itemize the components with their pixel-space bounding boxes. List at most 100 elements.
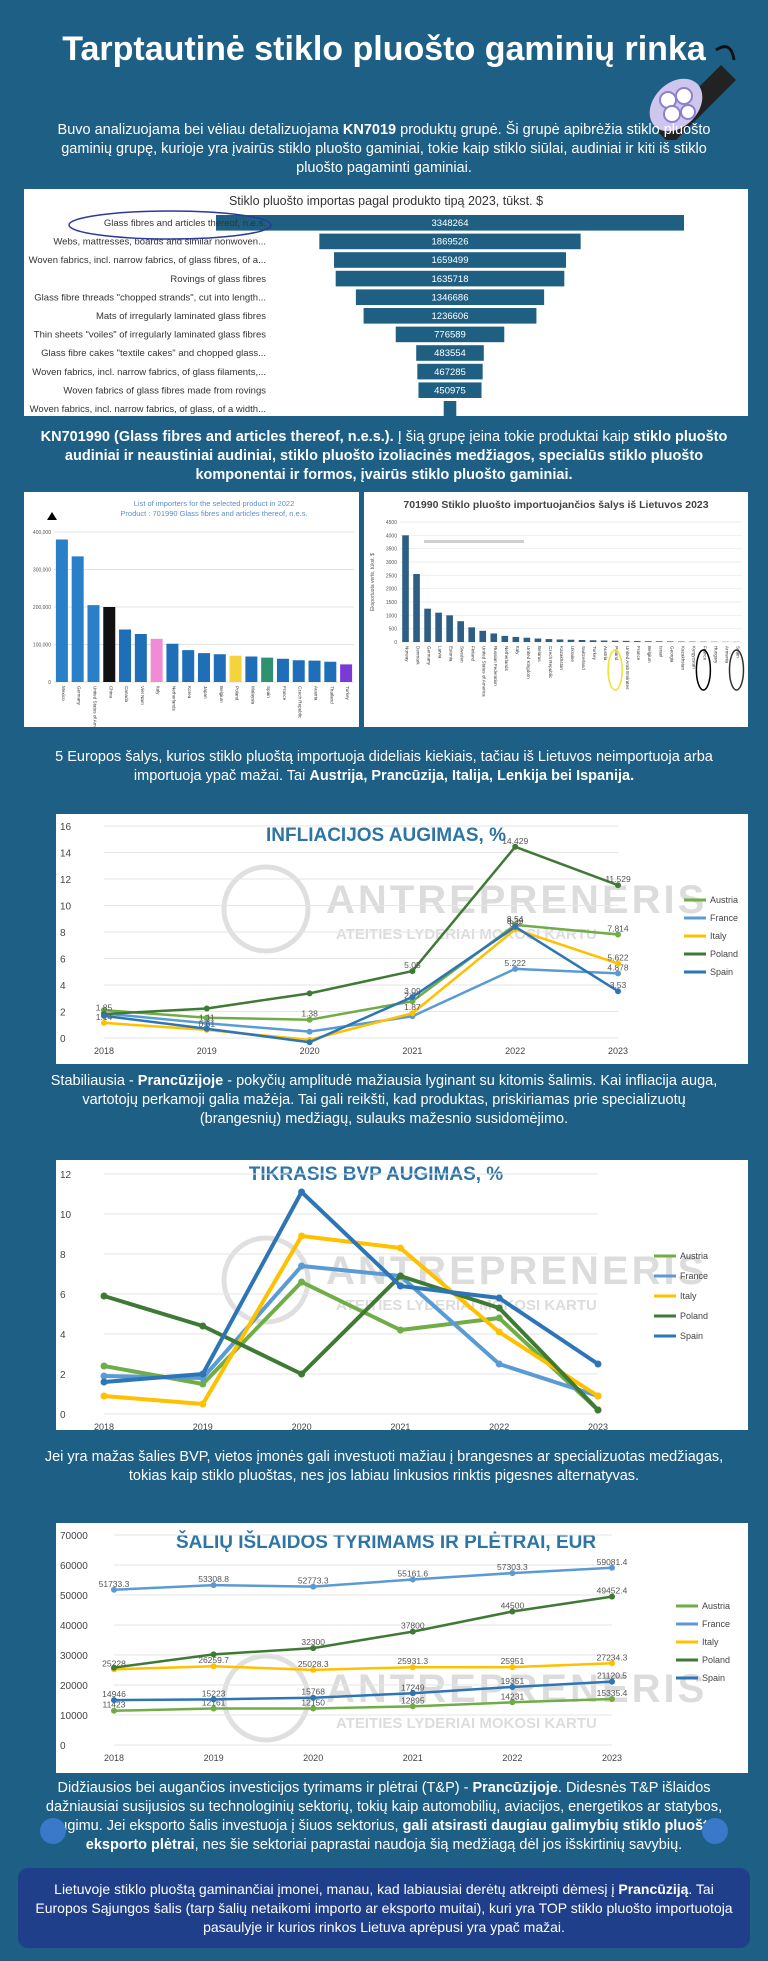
funnel-value-label: 1346686 <box>432 292 469 303</box>
eu-countries-bold: Austrija, Prancūzija, Italija, Lenkija b… <box>309 768 635 784</box>
data-point <box>615 988 621 995</box>
data-point <box>111 1707 117 1714</box>
funnel-category-label: Woven fabrics, incl. narrow fabrics, of … <box>32 367 266 378</box>
data-label: 19351 <box>501 1676 525 1686</box>
data-label: 3.53 <box>610 980 627 990</box>
intro-text-2: produktų grupė. Ši grupė apibrėžia stikl… <box>61 122 711 176</box>
y-tick-label: 0 <box>60 1034 66 1045</box>
y-tick-label: 3500 <box>386 547 397 553</box>
y-tick-label: 16 <box>60 822 72 833</box>
importer-bar <box>245 656 258 682</box>
x-tick-label: Czech Republic <box>298 686 303 719</box>
kn-bold-products: stiklo pluošto audiniai ir neaustiniai a… <box>64 429 728 483</box>
x-tick-label: Germany <box>77 686 82 706</box>
lt-export-bar <box>457 621 464 642</box>
data-label: 11423 <box>102 1700 125 1710</box>
funnel-bar <box>418 382 482 398</box>
x-tick-label: Belgium <box>219 686 224 703</box>
x-tick-label: France <box>702 646 707 661</box>
x-tick-label: 2021 <box>402 1046 422 1056</box>
series-line-austria <box>103 923 619 1021</box>
watermark-text: ANTREPRENERIS <box>326 878 707 922</box>
highlight-circle <box>68 210 272 240</box>
data-label: 15335.4 <box>597 1688 628 1698</box>
importer-bar <box>261 657 274 682</box>
x-tick-label: Italy <box>156 686 161 695</box>
x-tick-label: Estonia <box>449 646 454 662</box>
data-label: 12895 <box>401 1695 425 1705</box>
data-point <box>203 1014 210 1021</box>
legend-label: Poland <box>702 1655 730 1665</box>
highlight-ellipse <box>607 649 623 691</box>
data-label: 14946 <box>102 1689 126 1699</box>
data-label: 1.38 <box>301 1009 318 1019</box>
importer-bar <box>292 660 305 682</box>
y-tick-label: 100,000 <box>33 643 51 649</box>
y-tick-label: 14 <box>60 849 72 860</box>
gdp-chart: TIKRASIS BVP AUGIMAS, %ANTREPRENERISATEI… <box>60 1164 708 1432</box>
lt-export-bar <box>490 633 498 642</box>
y-tick-label: 0 <box>60 1741 66 1752</box>
x-tick-label: France <box>282 686 287 701</box>
data-point <box>203 1005 210 1012</box>
funnel-bar <box>216 215 684 231</box>
funnel-bar <box>334 252 566 268</box>
data-label: 1.11 <box>199 1012 215 1022</box>
lt-export-bar <box>644 641 652 642</box>
line-chart-title: ŠALIŲ IŠLAIDOS TYRIMAMS IR PLĖTRAI, EUR <box>176 1531 596 1553</box>
importer-bar <box>198 653 210 682</box>
lt-export-bar <box>633 641 641 642</box>
data-label: 14231 <box>501 1691 525 1701</box>
data-label: 21120.5 <box>597 1671 627 1681</box>
lt-export-bar <box>501 635 509 642</box>
data-point <box>409 998 416 1005</box>
importer-bar <box>182 650 195 682</box>
funnel-bar <box>335 270 565 287</box>
importer-bar <box>308 660 321 682</box>
y-tick-label: 4500 <box>386 520 397 526</box>
lt-export-bar <box>655 641 663 642</box>
series-line-france <box>113 1566 613 1592</box>
data-point <box>409 968 416 975</box>
watermark-bulb-icon <box>221 864 311 954</box>
funnel-category-label: Woven fabrics of glass fibres made from … <box>63 385 266 396</box>
data-label: 0.61 <box>199 1019 216 1029</box>
legend-bar <box>424 540 524 543</box>
data-label: 1.87 <box>404 1002 421 1012</box>
bubble-right-icon <box>702 1818 728 1844</box>
data-point <box>396 1244 404 1252</box>
data-point <box>210 1651 217 1658</box>
world-chart-subtitle: Product : 701990 Glass fibres and articl… <box>120 509 307 518</box>
data-label: 26259.7 <box>198 1655 229 1665</box>
inflation-text-1: Stabiliausia - <box>50 1073 134 1089</box>
data-point <box>310 1645 317 1652</box>
data-point <box>306 990 313 997</box>
funnel-bar <box>395 326 505 343</box>
data-point <box>509 1699 516 1706</box>
y-tick-label: 20000 <box>60 1681 88 1692</box>
data-label: 15223 <box>202 1688 226 1698</box>
data-point <box>409 1010 416 1017</box>
data-point <box>609 1695 615 1702</box>
legend-label: France <box>710 913 738 923</box>
data-point <box>609 1678 615 1685</box>
data-point <box>298 1232 306 1240</box>
data-label: 12161 <box>202 1698 226 1708</box>
data-point <box>615 882 621 889</box>
y-tick-label: 4000 <box>386 533 397 539</box>
data-point <box>509 1570 516 1577</box>
inflation-chart: INFLIACIJOS AUGIMAS, % ANTREPRENERIS ATEIT… <box>60 822 738 1056</box>
x-tick-label: Ukraine <box>570 646 575 662</box>
data-point <box>101 1019 107 1026</box>
data-label: 8.54 <box>507 914 524 924</box>
y-tick-label: 12 <box>60 1170 72 1181</box>
x-tick-label: Austria <box>314 686 319 701</box>
lt-export-bar <box>556 639 564 642</box>
legend-label: France <box>702 1619 730 1629</box>
data-label: 5.222 <box>505 958 527 968</box>
importer-bar <box>324 661 337 682</box>
data-point <box>310 1583 317 1590</box>
series-line-poland <box>103 1274 600 1412</box>
x-tick-label: Finland <box>471 646 476 662</box>
x-tick-label: Georgia <box>669 646 674 663</box>
